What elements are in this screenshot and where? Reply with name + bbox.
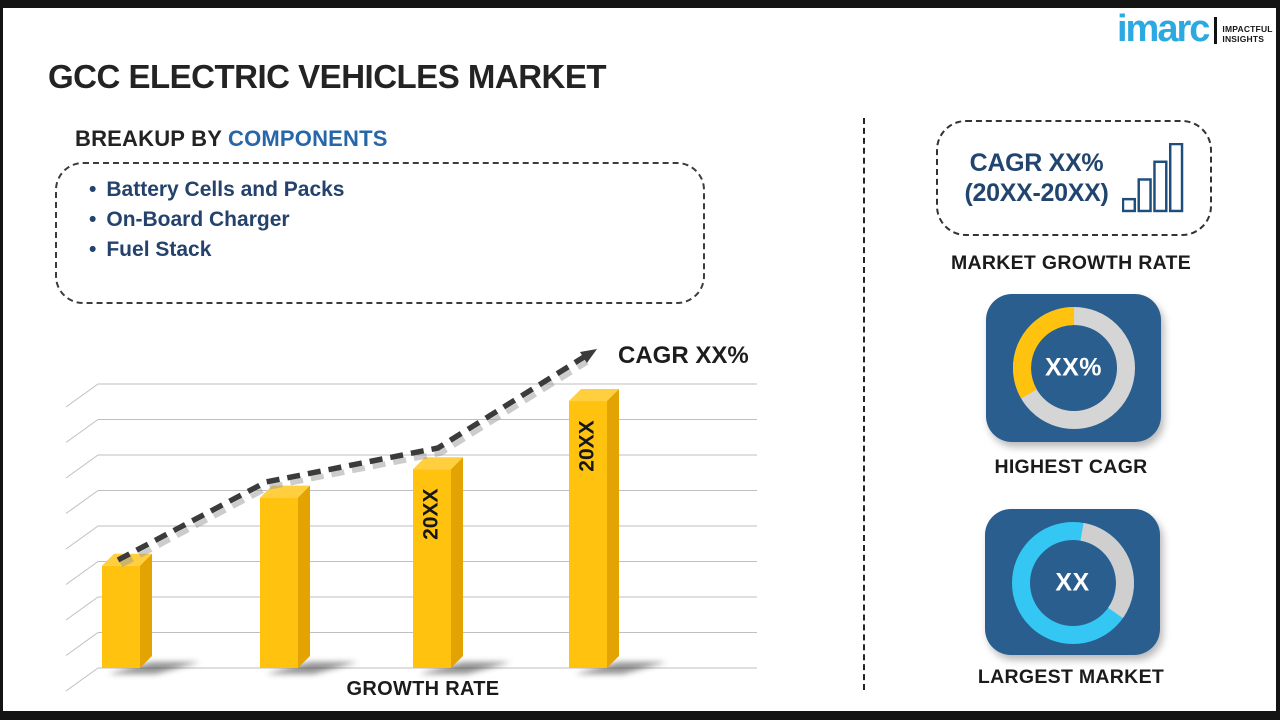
list-item-label: Fuel Stack <box>106 238 212 261</box>
bar-top-face <box>413 457 463 470</box>
bar-shadows <box>108 662 667 674</box>
logo-tagline-line1: IMPACTFUL <box>1222 23 1273 34</box>
logo-tagline-line2: INSIGHTS <box>1222 34 1265 44</box>
bar-shadow <box>419 662 511 674</box>
cagr-trend-label: CAGR XX% <box>618 342 749 369</box>
trend-line <box>116 354 586 563</box>
x-axis-label: GROWTH RATE <box>346 678 500 700</box>
cagr-card: CAGR XX% (20XX-20XX) <box>936 120 1212 236</box>
largest-market-donut <box>1011 522 1134 644</box>
growth-rate-bar-chart: 20XX 20XX CAGR XX% <box>65 342 757 692</box>
breakup-heading-highlight: COMPONENTS <box>227 126 388 151</box>
components-list: • Battery Cells and Packs • On-Board Charg… <box>57 175 703 265</box>
market-growth-rate-caption: MARKET GROWTH RATE <box>950 252 1192 274</box>
bar <box>569 401 607 668</box>
bar <box>102 565 140 668</box>
arrowhead-icon <box>579 349 597 363</box>
trend-arrow <box>116 349 597 568</box>
bar-side-face <box>140 553 152 668</box>
imarc-wordmark: imarc <box>1117 8 1210 50</box>
cagr-card-text: CAGR XX% (20XX-20XX) <box>965 148 1109 208</box>
bullet-icon: • <box>89 178 97 201</box>
list-item: • Battery Cells and Packs <box>89 175 703 205</box>
bars: 20XX 20XX <box>102 389 619 668</box>
bullet-icon: • <box>89 238 97 261</box>
largest-market-caption: LARGEST MARKET <box>977 666 1165 688</box>
chart-gridlines <box>65 383 757 692</box>
logo-divider <box>1214 17 1218 45</box>
trend-line-shadow <box>119 359 589 568</box>
list-item: • Fuel Stack <box>89 235 703 265</box>
bar-label: 20XX <box>576 420 599 471</box>
cagr-value-line: CAGR XX% <box>969 149 1104 177</box>
components-list-box: • Battery Cells and Packs • On-Board Charg… <box>55 162 705 304</box>
bar <box>413 469 451 668</box>
cagr-period-line: (20XX-20XX) <box>964 179 1109 207</box>
breakup-heading-prefix: BREAKUP BY <box>75 126 222 151</box>
highest-cagr-donut <box>1012 307 1135 429</box>
logo-tagline: IMPACTFUL INSIGHTS <box>1222 24 1272 44</box>
breakup-heading: BREAKUP BY COMPONENTS <box>75 126 388 152</box>
highest-cagr-value: XX% <box>1044 353 1103 382</box>
bar-label: 20XX <box>420 489 443 540</box>
bar-shadow <box>575 662 667 674</box>
bar-top-face <box>569 389 619 402</box>
bar-shadow <box>108 662 200 674</box>
list-item-label: Battery Cells and Packs <box>106 178 345 201</box>
bullet-icon: • <box>89 208 97 231</box>
highest-cagr-tile: XX% <box>986 294 1161 442</box>
bar-shadow <box>266 662 358 674</box>
bar-side-face <box>607 389 619 668</box>
bar-side-face <box>298 485 310 668</box>
growth-bars-icon <box>1121 143 1183 213</box>
largest-market-tile: XX <box>985 509 1160 655</box>
donut-segment <box>1012 307 1135 429</box>
largest-market-value: XX <box>1055 568 1090 597</box>
bar <box>260 497 298 668</box>
list-item-label: On-Board Charger <box>106 208 290 231</box>
list-item: • On-Board Charger <box>89 205 703 235</box>
highest-cagr-caption: HIGHEST CAGR <box>994 456 1148 478</box>
bar-side-face <box>451 457 463 668</box>
page-title: GCC ELECTRIC VEHICLES MARKET <box>48 58 607 95</box>
imarc-logo: imarc IMPACTFUL INSIGHTS <box>1117 8 1273 50</box>
section-divider <box>863 118 865 690</box>
